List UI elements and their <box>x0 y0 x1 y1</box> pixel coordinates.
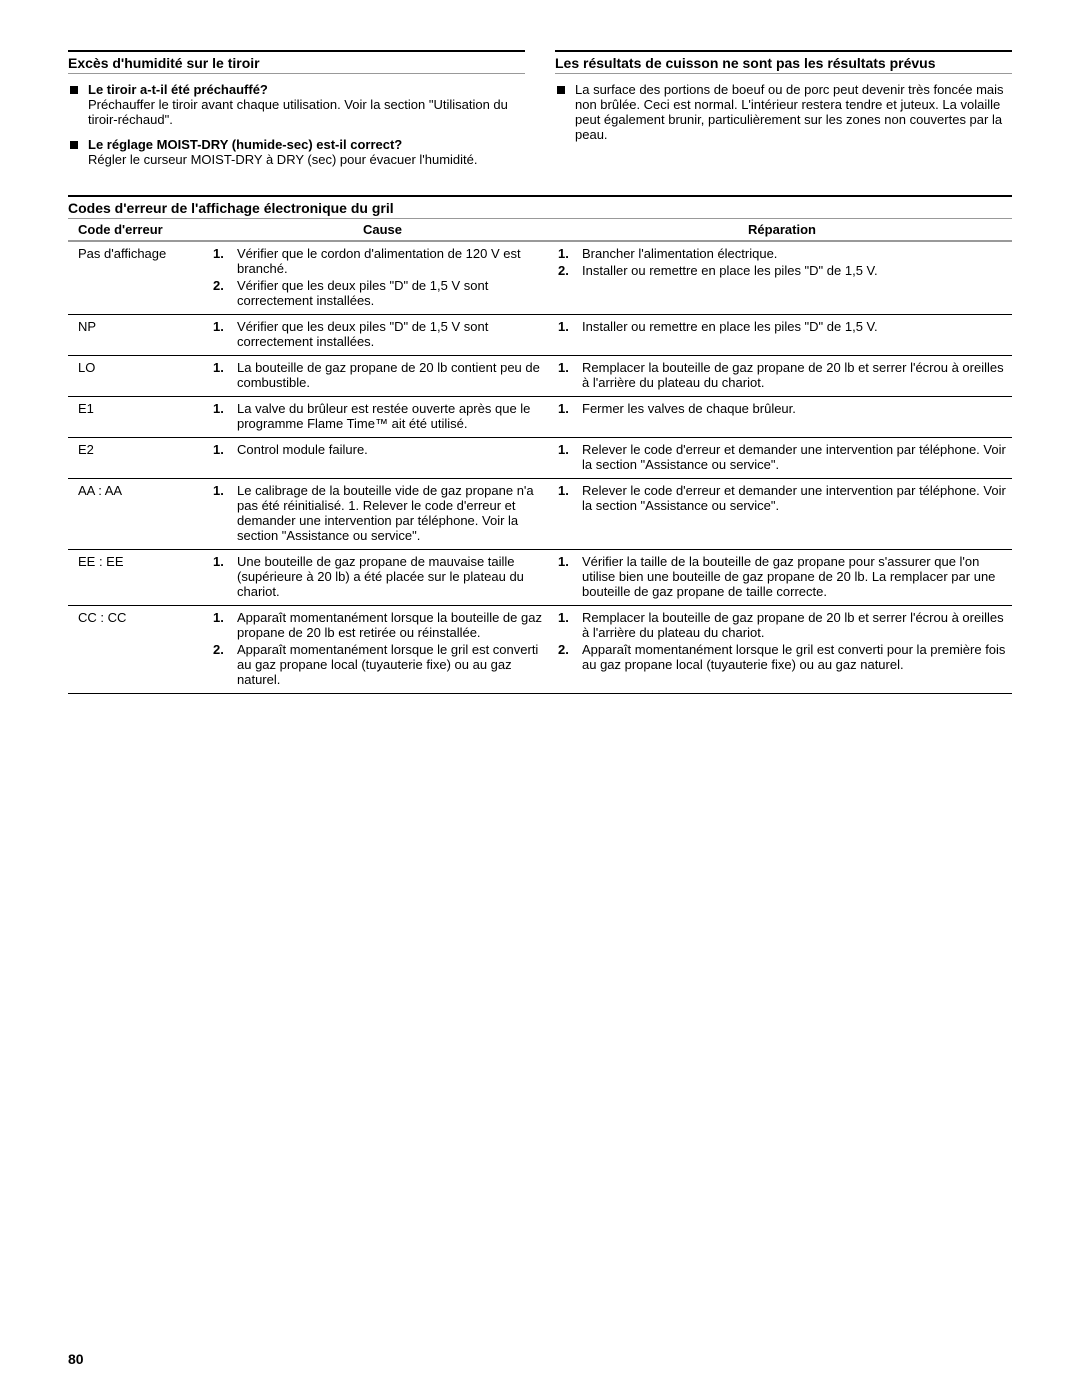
bullet-icon <box>557 86 565 94</box>
repair-list: Relever le code d'erreur et demander une… <box>558 483 1006 513</box>
repair-list-item: Relever le code d'erreur et demander une… <box>558 483 1006 513</box>
error-cause: Vérifier que les deux piles "D" de 1,5 V… <box>213 315 558 356</box>
error-cause: La bouteille de gaz propane de 20 lb con… <box>213 356 558 397</box>
cause-list: Une bouteille de gaz propane de mauvaise… <box>213 554 552 599</box>
error-repair: Remplacer la bouteille de gaz propane de… <box>558 606 1012 694</box>
table-row: EE : EEUne bouteille de gaz propane de m… <box>68 550 1012 606</box>
section1-text: Le réglage MOIST-DRY (humide-sec) est-il… <box>88 137 525 167</box>
section1-text: Le tiroir a-t-il été préchauffé?Préchauf… <box>88 82 525 127</box>
error-repair: Remplacer la bouteille de gaz propane de… <box>558 356 1012 397</box>
error-cause: Vérifier que le cordon d'alimentation de… <box>213 241 558 315</box>
repair-list-item: Relever le code d'erreur et demander une… <box>558 442 1006 472</box>
error-cause: La valve du brûleur est restée ouverte a… <box>213 397 558 438</box>
error-repair: Vérifier la taille de la bouteille de ga… <box>558 550 1012 606</box>
cause-list-item: Vérifier que les deux piles "D" de 1,5 V… <box>213 319 552 349</box>
cause-list-item: Apparaît momentanément lorsque le gril e… <box>213 642 552 687</box>
cause-list: Vérifier que le cordon d'alimentation de… <box>213 246 552 308</box>
cause-list-item: Le calibrage de la bouteille vide de gaz… <box>213 483 552 543</box>
table-row: CC : CCApparaît momentanément lorsque la… <box>68 606 1012 694</box>
table-row: E2Control module failure. Relever le code… <box>68 438 1012 479</box>
cause-list-item: Une bouteille de gaz propane de mauvaise… <box>213 554 552 599</box>
error-code: E2 <box>68 438 213 479</box>
error-repair: Relever le code d'erreur et demander une… <box>558 438 1012 479</box>
error-cause: Control module failure. <box>213 438 558 479</box>
error-cause: Le calibrage de la bouteille vide de gaz… <box>213 479 558 550</box>
repair-list: Fermer les valves de chaque brûleur. <box>558 401 1006 416</box>
cause-list-item: Vérifier que le cordon d'alimentation de… <box>213 246 552 276</box>
section1-item: Le tiroir a-t-il été préchauffé?Préchauf… <box>68 82 525 127</box>
cause-list-item: Vérifier que les deux piles "D" de 1,5 V… <box>213 278 552 308</box>
th-repair: Réparation <box>558 219 1012 242</box>
cause-list-item: Control module failure. <box>213 442 552 457</box>
repair-list-item: Installer ou remettre en place les piles… <box>558 319 1006 334</box>
section1-title: Excès d'humidité sur le tiroir <box>68 50 525 74</box>
repair-list-item: Installer ou remettre en place les piles… <box>558 263 1006 278</box>
cause-list-item: La valve du brûleur est restée ouverte a… <box>213 401 552 431</box>
error-code: LO <box>68 356 213 397</box>
bullet-icon <box>70 86 78 94</box>
section1-question: Le tiroir a-t-il été préchauffé? <box>88 82 525 97</box>
section2-title: Les résultats de cuisson ne sont pas les… <box>555 50 1012 74</box>
error-repair: Installer ou remettre en place les piles… <box>558 315 1012 356</box>
repair-list: Remplacer la bouteille de gaz propane de… <box>558 360 1006 390</box>
repair-list-item: Fermer les valves de chaque brûleur. <box>558 401 1006 416</box>
table-row: Pas d'affichageVérifier que le cordon d'… <box>68 241 1012 315</box>
section1-question: Le réglage MOIST-DRY (humide-sec) est-il… <box>88 137 525 152</box>
table-row: LOLa bouteille de gaz propane de 20 lb c… <box>68 356 1012 397</box>
section1-answer: Régler le curseur MOIST-DRY à DRY (sec) … <box>88 152 525 167</box>
th-cause: Cause <box>213 219 558 242</box>
repair-list-item: Remplacer la bouteille de gaz propane de… <box>558 610 1006 640</box>
repair-list-item: Brancher l'alimentation électrique. <box>558 246 1006 261</box>
cause-list-item: Apparaît momentanément lorsque la boutei… <box>213 610 552 640</box>
cause-list: Control module failure. <box>213 442 552 457</box>
cause-list: Vérifier que les deux piles "D" de 1,5 V… <box>213 319 552 349</box>
error-code: NP <box>68 315 213 356</box>
error-code: EE : EE <box>68 550 213 606</box>
repair-list-item: Apparaît momentanément lorsque le gril e… <box>558 642 1006 672</box>
error-code: Pas d'affichage <box>68 241 213 315</box>
repair-list: Remplacer la bouteille de gaz propane de… <box>558 610 1006 672</box>
repair-list: Relever le code d'erreur et demander une… <box>558 442 1006 472</box>
error-cause: Une bouteille de gaz propane de mauvaise… <box>213 550 558 606</box>
cause-list: La valve du brûleur est restée ouverte a… <box>213 401 552 431</box>
table-row: NPVérifier que les deux piles "D" de 1,5… <box>68 315 1012 356</box>
table-row: AA : AALe calibrage de la bouteille vide… <box>68 479 1012 550</box>
error-code: CC : CC <box>68 606 213 694</box>
error-repair: Relever le code d'erreur et demander une… <box>558 479 1012 550</box>
th-code: Code d'erreur <box>68 219 213 242</box>
section2-answer: La surface des portions de boeuf ou de p… <box>575 82 1012 142</box>
error-code: E1 <box>68 397 213 438</box>
section2-text: La surface des portions de boeuf ou de p… <box>575 82 1012 142</box>
table-row: E1La valve du brûleur est restée ouverte… <box>68 397 1012 438</box>
section1-answer: Préchauffer le tiroir avant chaque utili… <box>88 97 525 127</box>
error-table: Code d'erreur Cause Réparation Pas d'aff… <box>68 218 1012 694</box>
cause-list: Apparaît momentanément lorsque la boutei… <box>213 610 552 687</box>
error-code: AA : AA <box>68 479 213 550</box>
repair-list: Installer ou remettre en place les piles… <box>558 319 1006 334</box>
cause-list: Le calibrage de la bouteille vide de gaz… <box>213 483 552 543</box>
error-cause: Apparaît momentanément lorsque la boutei… <box>213 606 558 694</box>
repair-list-item: Remplacer la bouteille de gaz propane de… <box>558 360 1006 390</box>
error-repair: Fermer les valves de chaque brûleur. <box>558 397 1012 438</box>
bullet-icon <box>70 141 78 149</box>
repair-list-item: Vérifier la taille de la bouteille de ga… <box>558 554 1006 599</box>
repair-list: Vérifier la taille de la bouteille de ga… <box>558 554 1006 599</box>
section3-title: Codes d'erreur de l'affichage électroniq… <box>68 195 1012 218</box>
cause-list-item: La bouteille de gaz propane de 20 lb con… <box>213 360 552 390</box>
section1-item: Le réglage MOIST-DRY (humide-sec) est-il… <box>68 137 525 167</box>
cause-list: La bouteille de gaz propane de 20 lb con… <box>213 360 552 390</box>
section2-item: La surface des portions de boeuf ou de p… <box>555 82 1012 142</box>
repair-list: Brancher l'alimentation électrique. Insta… <box>558 246 1006 278</box>
error-repair: Brancher l'alimentation électrique. Insta… <box>558 241 1012 315</box>
page-number: 80 <box>68 1351 84 1367</box>
